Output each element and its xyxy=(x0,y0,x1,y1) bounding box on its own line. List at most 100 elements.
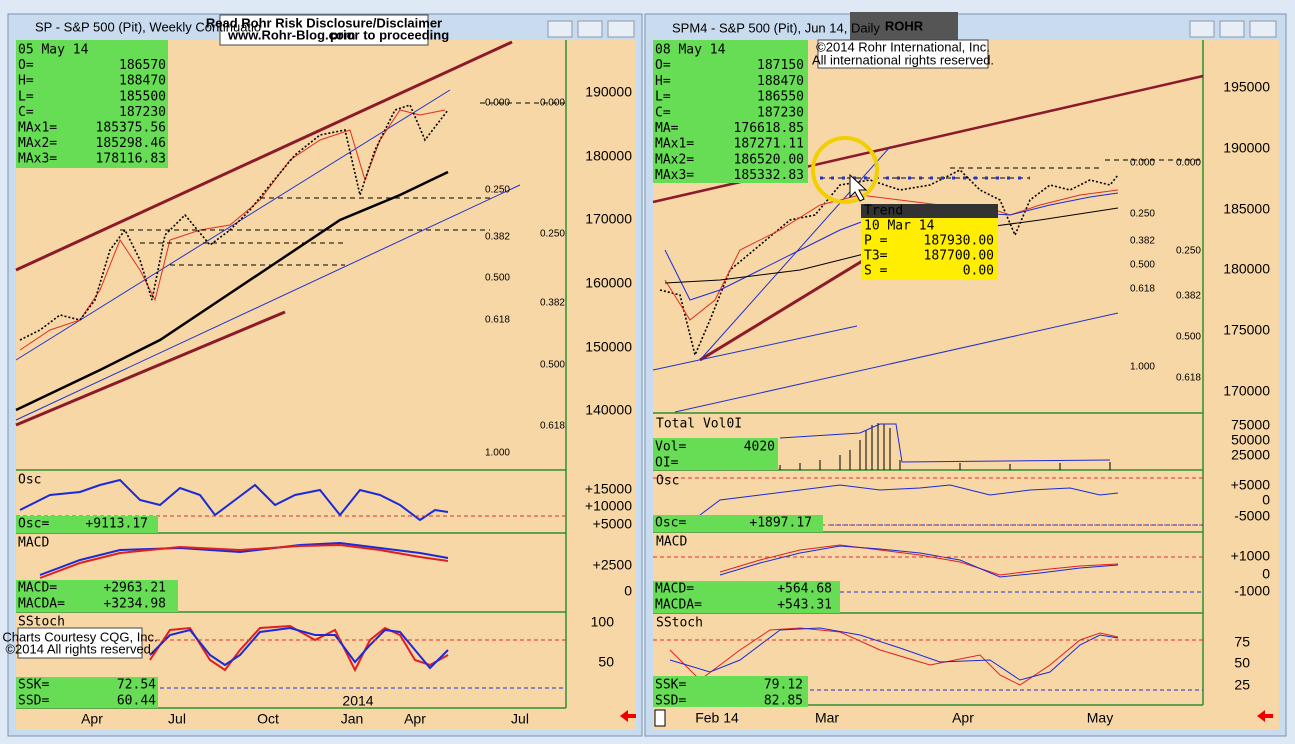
year-label: 2014 xyxy=(342,693,373,709)
info-date: 08 May 14 xyxy=(655,43,726,58)
maximize[interactable] xyxy=(1219,20,1245,38)
readout-key: SSK= xyxy=(655,678,686,693)
tooltip-header xyxy=(861,204,998,218)
x-tick: Oct xyxy=(257,711,279,727)
info-value: 187150 xyxy=(757,58,804,73)
disclaimer-text: prior to proceeding xyxy=(330,27,449,42)
info-value: 188470 xyxy=(119,74,166,89)
left-price-lines xyxy=(15,40,565,427)
level-lines xyxy=(820,159,1203,179)
cursor-highlight xyxy=(811,136,879,204)
tooltip-key: S = xyxy=(864,264,888,279)
price-bars xyxy=(659,169,1119,358)
readout-key: SSK= xyxy=(18,678,49,693)
readout-value: 60.44 xyxy=(117,694,156,709)
disclaimer-link[interactable]: www.Rohr-Blog.com xyxy=(227,27,355,42)
fib-label: 0.382 xyxy=(1176,291,1201,302)
price-tick: 140000 xyxy=(585,402,632,418)
macd-line xyxy=(719,544,1119,576)
panel-tick: +2500 xyxy=(593,557,633,573)
info-key: MAx1= xyxy=(655,137,694,152)
info-key: O= xyxy=(18,58,34,73)
info-key: MAx3= xyxy=(18,152,57,167)
stoch-lower xyxy=(160,687,1203,691)
readout-value: +9113.17 xyxy=(85,517,148,532)
fib-label: 0.618 xyxy=(1176,373,1201,384)
ssd-line xyxy=(149,626,449,670)
logo: ROHR xyxy=(885,18,924,33)
readout-key: OI= xyxy=(655,456,679,471)
info-value: 187230 xyxy=(757,105,804,120)
panel-tick: +5000 xyxy=(593,516,633,532)
price-tick: 160000 xyxy=(585,275,632,291)
price-tick: 190000 xyxy=(585,84,632,100)
readout-box xyxy=(653,515,823,532)
fib-label: 0.618 xyxy=(1130,284,1155,295)
info-value: 185500 xyxy=(119,89,166,104)
mouse-cursor xyxy=(849,173,868,202)
panel-tick: +1000 xyxy=(1231,548,1271,564)
panel-tick: 50 xyxy=(1234,655,1250,671)
price-tick: 170000 xyxy=(585,211,632,227)
readout-key: MACD= xyxy=(18,581,57,596)
fib-label: 1.000 xyxy=(1130,362,1155,373)
panel-tick: 25000 xyxy=(1231,447,1270,463)
oi-line xyxy=(779,423,1111,463)
courtesy-box xyxy=(17,627,143,659)
channel-line xyxy=(15,89,451,361)
panel-tick: -5000 xyxy=(1234,508,1270,524)
panel-tick: 0 xyxy=(1262,492,1270,508)
fib-label: 0.500 xyxy=(485,273,510,284)
price-tick: 170000 xyxy=(1223,383,1270,399)
window-title: SP - S&P 500 (Pit), Weekly Continuatio xyxy=(35,19,261,34)
ssk-line xyxy=(149,624,449,673)
readout-key: Vol= xyxy=(655,440,686,455)
tooltip-key: T3= xyxy=(864,249,888,264)
minimize[interactable] xyxy=(1189,20,1215,38)
panel-label: Osc xyxy=(656,474,679,489)
info-value: 187230 xyxy=(119,105,166,120)
tooltip-header: Trend xyxy=(864,204,903,219)
readout-value: 72.54 xyxy=(117,678,156,693)
info-key: O= xyxy=(655,58,671,73)
channel-line xyxy=(15,184,521,421)
info-value: 186570 xyxy=(119,58,166,73)
scroll-thumb[interactable] xyxy=(654,709,666,727)
trend-line xyxy=(15,310,286,427)
readout-box xyxy=(653,676,808,707)
close[interactable] xyxy=(1249,20,1277,38)
fib-label: 0.000 xyxy=(540,98,565,109)
price-tick: 150000 xyxy=(585,339,632,355)
close[interactable] xyxy=(607,20,635,38)
minimize[interactable] xyxy=(547,20,573,38)
fib-label: 0.618 xyxy=(540,421,565,432)
info-key: MA= xyxy=(655,121,679,136)
disclaimer-box[interactable] xyxy=(219,14,429,46)
maximize[interactable] xyxy=(577,20,603,38)
readout-key: MACDA= xyxy=(18,597,65,612)
window-buttons[interactable] xyxy=(547,20,1277,38)
price-tick: 195000 xyxy=(1223,79,1270,95)
info-key: H= xyxy=(655,74,671,89)
osc-line xyxy=(699,484,1119,516)
fib-label: 0.382 xyxy=(485,232,510,243)
info-key: MAx1= xyxy=(18,121,57,136)
fib-label: 0.000 xyxy=(485,98,510,109)
macda-line xyxy=(719,545,1119,578)
price-tick: 180000 xyxy=(585,148,632,164)
fib-label: 0.000 xyxy=(1130,158,1155,169)
vol-bars xyxy=(779,423,1111,470)
x-tick: Apr xyxy=(404,711,426,727)
fib-label: 0.382 xyxy=(540,298,565,309)
panel-tick: -1000 xyxy=(1234,583,1270,599)
channel-line xyxy=(652,325,858,371)
readout-value: +1897.17 xyxy=(749,516,812,531)
fib-label: 0.500 xyxy=(1130,260,1155,271)
info-value: 185375.56 xyxy=(96,121,166,136)
readout-box xyxy=(653,581,840,613)
tooltip-date: 10 Mar 14 xyxy=(864,219,935,234)
fib-label: 0.250 xyxy=(540,229,565,240)
price-tick: 175000 xyxy=(1223,322,1270,338)
fib-label: 0.250 xyxy=(1176,246,1201,257)
